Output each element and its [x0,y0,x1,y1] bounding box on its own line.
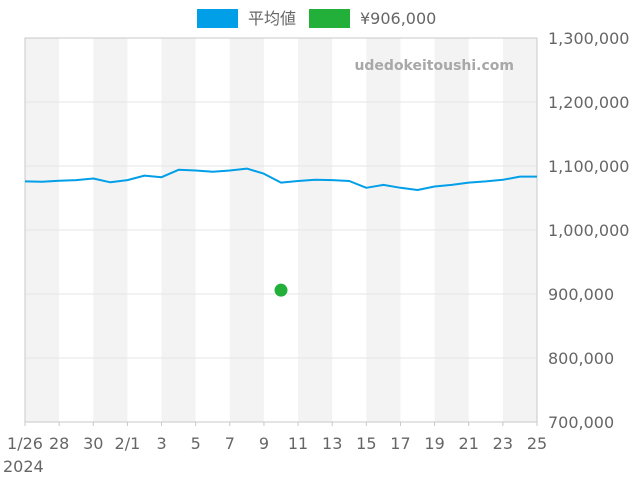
legend-label[interactable]: 平均値 [248,9,296,28]
y-axis: 1,300,000 1,200,000 1,100,000 1,000,000 900,… [548,29,629,432]
y-tick-label: 1,300,000 [548,29,629,48]
x-tick-label: 2/1 [115,434,141,453]
y-tick-label: 800,000 [548,349,614,368]
legend-swatch[interactable] [309,9,350,28]
x-tick-label: 9 [259,434,269,453]
x-tick-label: 7 [225,434,235,453]
x-axis: 1/26 28 30 2/1 3 5 7 9 11 13 15 17 19 21 23 25 2024 [3,422,547,476]
x-year-label: 2024 [3,457,44,476]
y-tick-label: 1,200,000 [548,93,629,112]
x-tick-label: 23 [493,434,513,453]
y-tick-label: 700,000 [548,413,614,432]
series-point-price [274,283,288,297]
y-tick-label: 1,100,000 [548,157,629,176]
plot-frame [24,37,538,423]
watermark: udedokeitoushi.com [354,58,514,74]
x-tick-label: 17 [390,434,410,453]
legend-swatch[interactable] [197,9,238,28]
x-tick-label: 15 [356,434,376,453]
x-tick-label: 21 [459,434,479,453]
x-tick-label: 30 [83,434,103,453]
x-tick-label: 13 [322,434,342,453]
x-tick-label: 19 [424,434,444,453]
x-tick-label: 25 [527,434,547,453]
series-line-average [24,167,537,191]
y-tick-label: 900,000 [548,285,614,304]
series-layer [24,167,537,297]
y-tick-label: 1,000,000 [548,221,629,240]
x-tick-label: 3 [156,434,166,453]
x-tick-label: 5 [191,434,201,453]
legend-label[interactable]: ¥906,000 [360,9,436,28]
legend: 平均値 ¥906,000 [197,9,436,28]
x-tick-label: 11 [288,434,308,453]
x-tick-label: 28 [49,434,69,453]
x-tick-label: 1/26 [7,434,43,453]
